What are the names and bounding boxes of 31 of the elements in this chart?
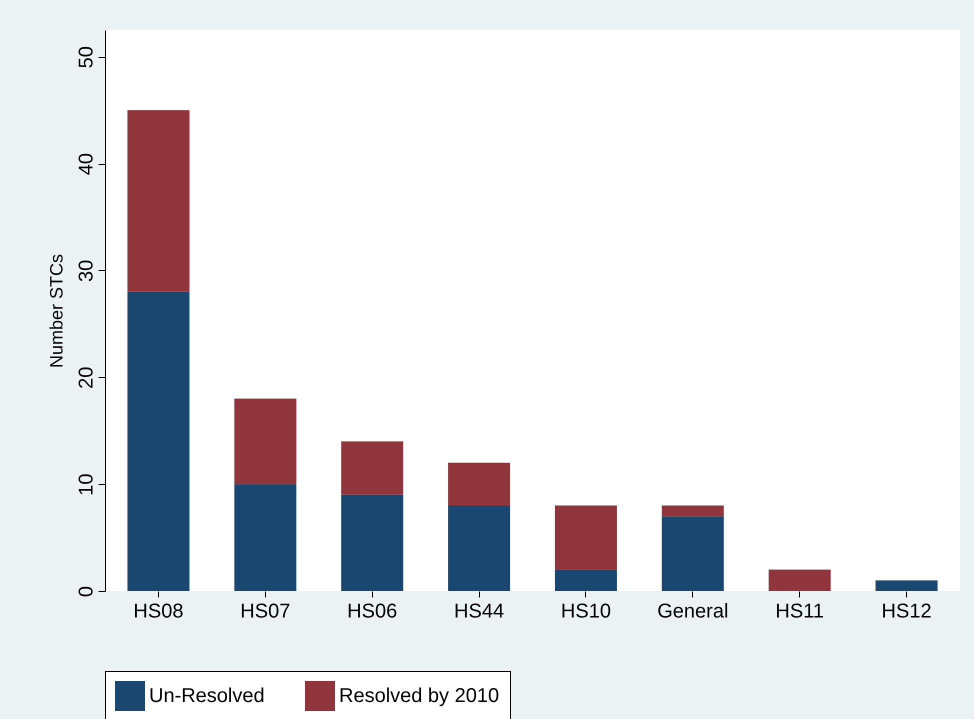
bar: [448, 462, 510, 506]
legend-label: Un-Resolved: [149, 685, 265, 707]
y-tick-label: 10: [76, 474, 98, 496]
bar: [554, 570, 617, 591]
bar: [768, 570, 831, 591]
y-tick-label: 20: [76, 366, 98, 389]
x-tick-label: HS44: [454, 600, 504, 622]
y-tick-label: 0: [76, 586, 98, 598]
bar: [341, 441, 404, 495]
bar: [127, 292, 190, 591]
y-tick-label: 40: [76, 152, 98, 176]
bar: [662, 516, 724, 591]
bar: [341, 494, 404, 591]
bar: [127, 110, 190, 292]
x-tick-label: General: [657, 600, 728, 622]
y-tick-label: 50: [76, 46, 98, 68]
x-tick-label: HS10: [560, 600, 611, 622]
legend-label: Resolved by 2010: [339, 685, 500, 707]
x-tick-label: HS08: [133, 600, 184, 622]
y-axis-title: Number STCs: [46, 254, 66, 368]
bar: [876, 580, 938, 591]
x-tick-label: HS12: [882, 600, 932, 622]
x-tick-label: HS06: [347, 600, 398, 622]
bar: [448, 506, 510, 591]
bar: [662, 506, 724, 516]
bar: [554, 506, 617, 570]
x-tick-label: HS11: [775, 600, 824, 622]
y-tick-label: 30: [76, 260, 98, 282]
bar: [234, 484, 296, 591]
x-tick-label: HS07: [240, 600, 290, 622]
bar: [234, 398, 296, 484]
